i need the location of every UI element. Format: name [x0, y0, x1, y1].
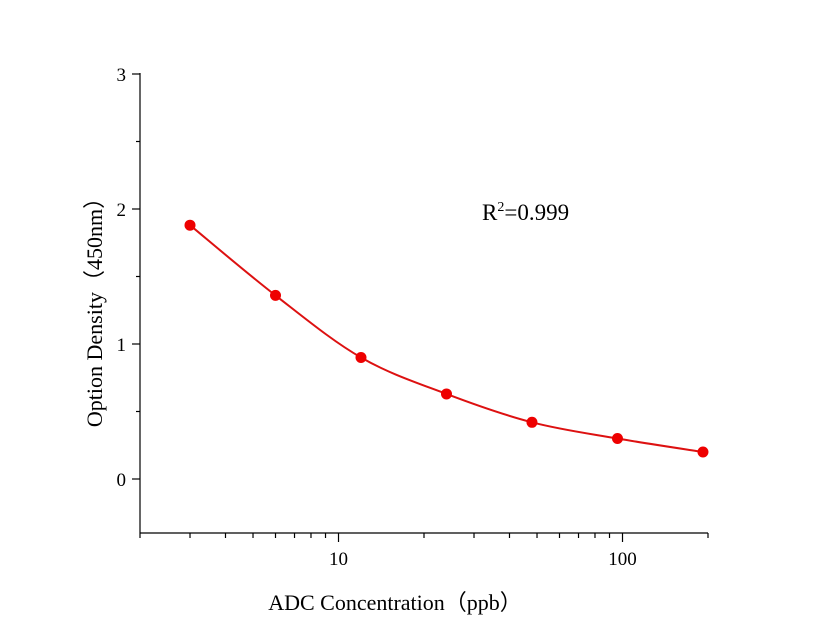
y-tick-label: 0	[117, 470, 127, 491]
x-tick-label: 100	[608, 549, 637, 570]
data-point	[697, 446, 709, 458]
r-squared-base: R	[482, 200, 498, 225]
data-points	[184, 219, 709, 458]
y-tick-label: 3	[117, 65, 127, 86]
r-squared-superscript: 2	[497, 200, 504, 215]
x-tick-label: 10	[329, 549, 348, 570]
fit-curve	[189, 224, 704, 453]
x-ticks: 10 100	[139, 533, 709, 570]
axes	[139, 73, 708, 534]
r-squared-value: =0.999	[504, 200, 569, 225]
data-point	[526, 416, 538, 428]
data-point	[440, 388, 452, 400]
r-squared-annotation: R2=0.999	[482, 200, 569, 225]
x-axis-title: ADC Concentration（ppb）	[268, 590, 522, 615]
y-tick-label: 1	[117, 335, 127, 356]
y-axis-title: Option Density（450nm）	[82, 187, 107, 427]
y-ticks: 0 1 2 3	[117, 65, 140, 491]
data-point	[611, 433, 623, 444]
data-point	[355, 352, 367, 363]
data-point	[270, 289, 282, 301]
y-tick-label: 2	[117, 200, 127, 221]
data-point	[184, 219, 196, 231]
